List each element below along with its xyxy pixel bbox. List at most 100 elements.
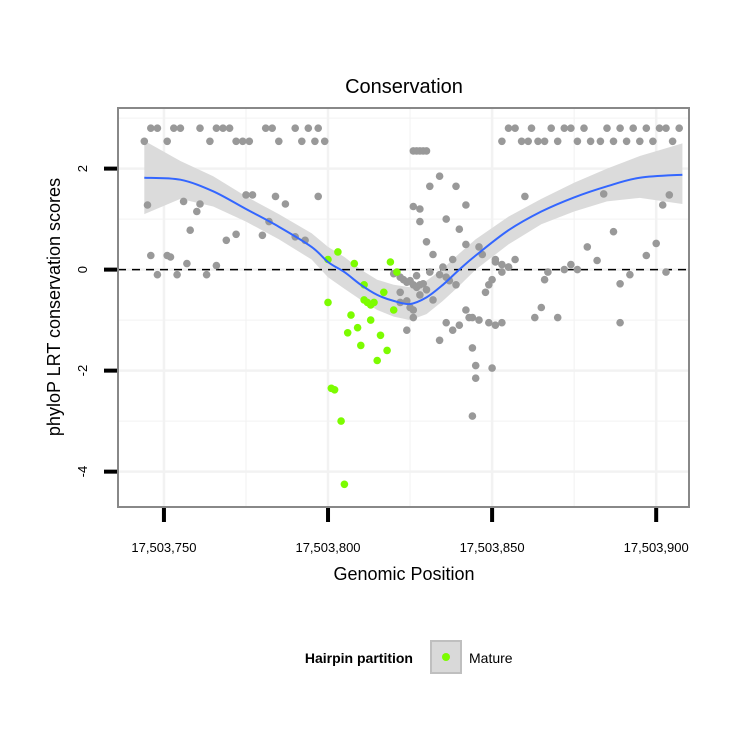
conservation-point [183,259,191,268]
conservation-point [442,215,451,223]
conservation-point [225,124,234,132]
mature-point [389,306,398,314]
conservation-point [406,303,414,312]
mature-point [386,258,395,266]
conservation-point [448,255,457,264]
conservation-point [291,124,300,132]
mature-point [380,288,388,297]
x-axis: 17,503,750 17,503,800 17,503,850 17,503,900 [131,508,689,555]
mature-point [366,316,375,324]
conservation-point [468,344,477,352]
y-tick-label: -2 [75,365,90,377]
conservation-point [426,182,434,191]
conservation-point [626,270,634,279]
conservation-point [212,124,221,132]
conservation-point [540,275,549,284]
conservation-point [665,191,674,199]
conservation-point [176,124,185,132]
conservation-point [544,268,552,276]
conservation-point [573,265,582,274]
conservation-point [547,124,555,132]
conservation-point [475,316,483,324]
conservation-point [491,321,500,330]
conservation-point [281,200,290,208]
conservation-point [248,191,257,199]
mature-point [373,356,382,365]
conservation-point [553,313,562,322]
conservation-point [416,205,424,213]
data-points [140,124,683,489]
conservation-point [462,201,470,209]
conservation-point [462,240,470,249]
mature-point [334,248,342,256]
conservation-point [504,263,513,271]
conservation-point [580,124,588,132]
y-tick-label: -4 [75,466,90,478]
conservation-point [583,243,592,251]
conservation-point [422,147,431,155]
conservation-point [609,227,618,236]
conservation-point [232,137,240,146]
conservation-point [320,137,329,146]
conservation-point [586,137,595,146]
conservation-point [662,124,670,132]
y-axis-label: phyloP LRT conservation scores [44,178,64,436]
conservation-point [455,321,464,330]
mature-point [347,311,355,319]
conservation-point [311,137,319,146]
conservation-point [170,124,178,132]
conservation-point [173,270,181,279]
conservation-point [498,137,506,146]
conservation-point [616,280,624,288]
smooth-curve [144,173,683,306]
mature-point [340,480,349,489]
mature-point [337,417,345,425]
x-tick-label: 17,503,750 [131,540,196,555]
conservation-point [245,137,254,146]
legend-entry-mature: Mature [469,650,513,666]
conservation-point [442,318,451,327]
conservation-point [416,217,424,226]
legend-title: Hairpin partition [305,650,413,666]
conservation-point [642,124,651,132]
conservation-point [567,124,575,132]
mature-point [370,298,378,307]
conservation-point [271,192,280,201]
conservation-point [498,260,506,269]
conservation-point [521,192,529,201]
conservation-point [426,268,434,276]
mature-point [350,259,359,268]
conservation-point [429,296,437,304]
legend-mature-swatch [442,653,450,661]
conservation-point [202,270,211,279]
conservation-point [603,124,611,132]
y-axis: -4 -2 0 2 [75,165,117,477]
mature-point [353,323,362,332]
conservation-point [212,261,221,270]
conservation-point [567,260,575,269]
conservation-point [314,124,323,132]
conservation-point [553,137,562,146]
conservation-point [153,270,162,279]
conservation-point [143,201,152,209]
conservation-point [629,124,637,132]
mature-point [343,329,352,337]
conservation-point [196,124,204,132]
conservation-point [206,137,214,146]
conservation-point [498,318,506,327]
x-axis-label: Genomic Position [333,564,474,584]
conservation-point [517,137,526,146]
panel-border [117,107,690,508]
conservation-point [491,255,500,264]
conservation-point [412,271,421,280]
conservation-point [304,124,313,132]
conservation-point [193,207,201,216]
conservation-point [468,412,477,420]
conservation-point [652,239,660,248]
conservation-point [419,280,428,288]
loess-line [144,173,683,306]
mature-point [324,298,332,307]
conservation-point [275,137,283,146]
